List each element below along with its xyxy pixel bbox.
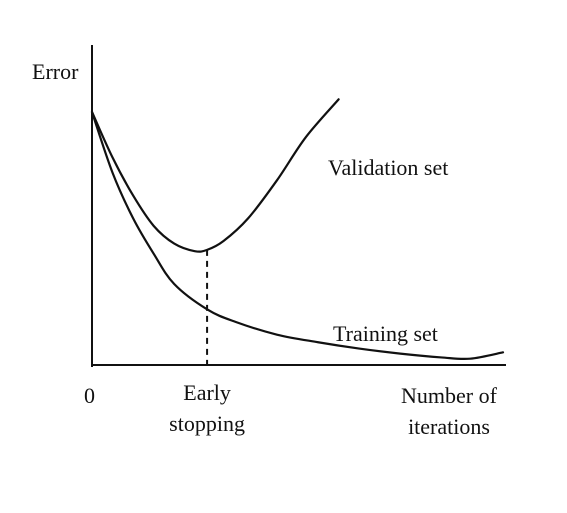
origin-label: 0 xyxy=(84,383,95,408)
x-axis-label-line-1: Number of xyxy=(401,383,498,408)
series-label-training-set: Training set xyxy=(333,321,438,346)
x-axis-label-line-2: iterations xyxy=(408,414,490,439)
series-line-validation-set xyxy=(90,98,340,253)
series-line-training-set xyxy=(90,110,505,361)
y-axis-label: Error xyxy=(32,59,79,84)
early-stopping-label-line-2: stopping xyxy=(169,411,245,436)
series-label-validation-set: Validation set xyxy=(328,155,448,180)
early-stopping-label-line-1: Early xyxy=(183,380,231,405)
